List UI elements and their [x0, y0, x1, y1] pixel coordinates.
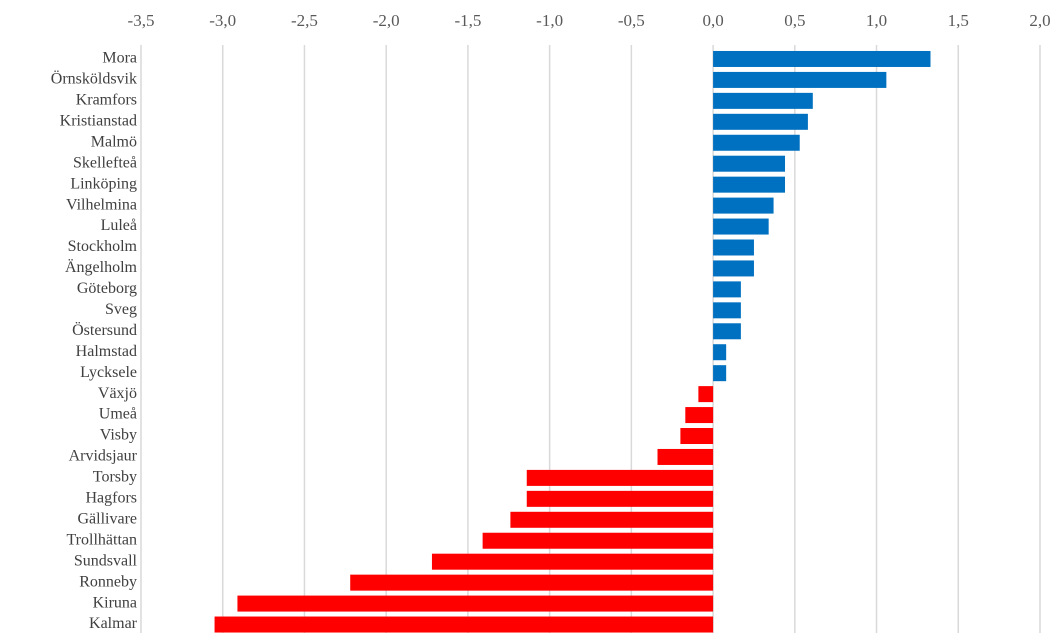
bar	[526, 490, 714, 507]
y-tick-label: Kramfors	[76, 92, 137, 109]
bar	[526, 469, 714, 486]
y-tick-label: Örnsköldsvik	[51, 70, 137, 88]
bar	[431, 553, 714, 570]
y-tick-label: Visby	[100, 427, 137, 444]
bar	[713, 71, 887, 88]
x-tick-label: -2,5	[291, 11, 318, 30]
bar	[713, 50, 931, 67]
bar	[713, 323, 741, 340]
bar	[698, 386, 714, 403]
y-tick-label: Ängelholm	[65, 258, 138, 276]
bar	[713, 92, 813, 109]
y-tick-label: Gällivare	[77, 510, 137, 527]
y-tick-label: Linköping	[70, 175, 137, 192]
x-tick-label: 1,5	[948, 11, 969, 30]
x-tick-label: -2,0	[373, 11, 400, 30]
x-tick-label: -3,5	[128, 11, 155, 30]
bar	[237, 595, 714, 612]
bar	[680, 428, 714, 445]
bar	[350, 574, 714, 591]
y-tick-label: Halmstad	[76, 343, 137, 360]
y-tick-label: Trollhättan	[66, 531, 137, 548]
bar	[713, 260, 754, 277]
bar	[713, 134, 800, 151]
bar	[713, 113, 808, 130]
x-tick-label: -0,5	[618, 11, 645, 30]
y-tick-label: Mora	[102, 50, 137, 67]
x-tick-label: -1,0	[536, 11, 563, 30]
y-tick-label: Torsby	[93, 469, 137, 486]
bar	[657, 448, 714, 465]
y-tick-label: Sveg	[105, 301, 137, 318]
y-tick-label: Kristianstad	[60, 112, 137, 129]
bar	[713, 281, 741, 298]
x-tick-label: 0,5	[784, 11, 805, 30]
x-tick-label: -3,0	[209, 11, 236, 30]
y-tick-label: Skellefteå	[73, 154, 137, 171]
bar	[713, 155, 786, 172]
y-tick-label: Kalmar	[89, 615, 138, 632]
bar	[713, 365, 727, 382]
y-tick-label: Arvidsjaur	[69, 448, 138, 465]
x-tick-label: 0,0	[702, 11, 723, 30]
bar	[482, 532, 714, 549]
y-tick-label: Lycksele	[80, 364, 137, 381]
x-tick-label: -1,5	[454, 11, 481, 30]
bar	[713, 302, 741, 319]
y-tick-label: Östersund	[72, 321, 137, 339]
y-tick-label: Luleå	[101, 217, 137, 234]
bar	[713, 344, 727, 361]
y-tick-label: Kiruna	[93, 594, 137, 611]
y-tick-label: Malmö	[91, 133, 137, 150]
bar	[685, 407, 714, 424]
y-tick-label: Umeå	[99, 406, 137, 423]
bar	[713, 197, 774, 214]
y-tick-label: Sundsvall	[74, 552, 138, 569]
y-tick-label: Hagfors	[85, 490, 137, 507]
x-tick-label: 2,0	[1029, 11, 1050, 30]
y-tick-label: Vilhelmina	[66, 196, 137, 213]
bar	[510, 511, 714, 528]
bar	[713, 218, 769, 235]
y-tick-label: Växjö	[98, 385, 137, 402]
bar	[214, 616, 714, 633]
y-tick-label: Göteborg	[77, 280, 137, 297]
y-tick-label: Stockholm	[68, 238, 138, 255]
y-tick-label: Ronneby	[79, 573, 137, 590]
x-tick-label: 1,0	[866, 11, 887, 30]
bar	[713, 239, 754, 256]
bar	[713, 176, 786, 193]
